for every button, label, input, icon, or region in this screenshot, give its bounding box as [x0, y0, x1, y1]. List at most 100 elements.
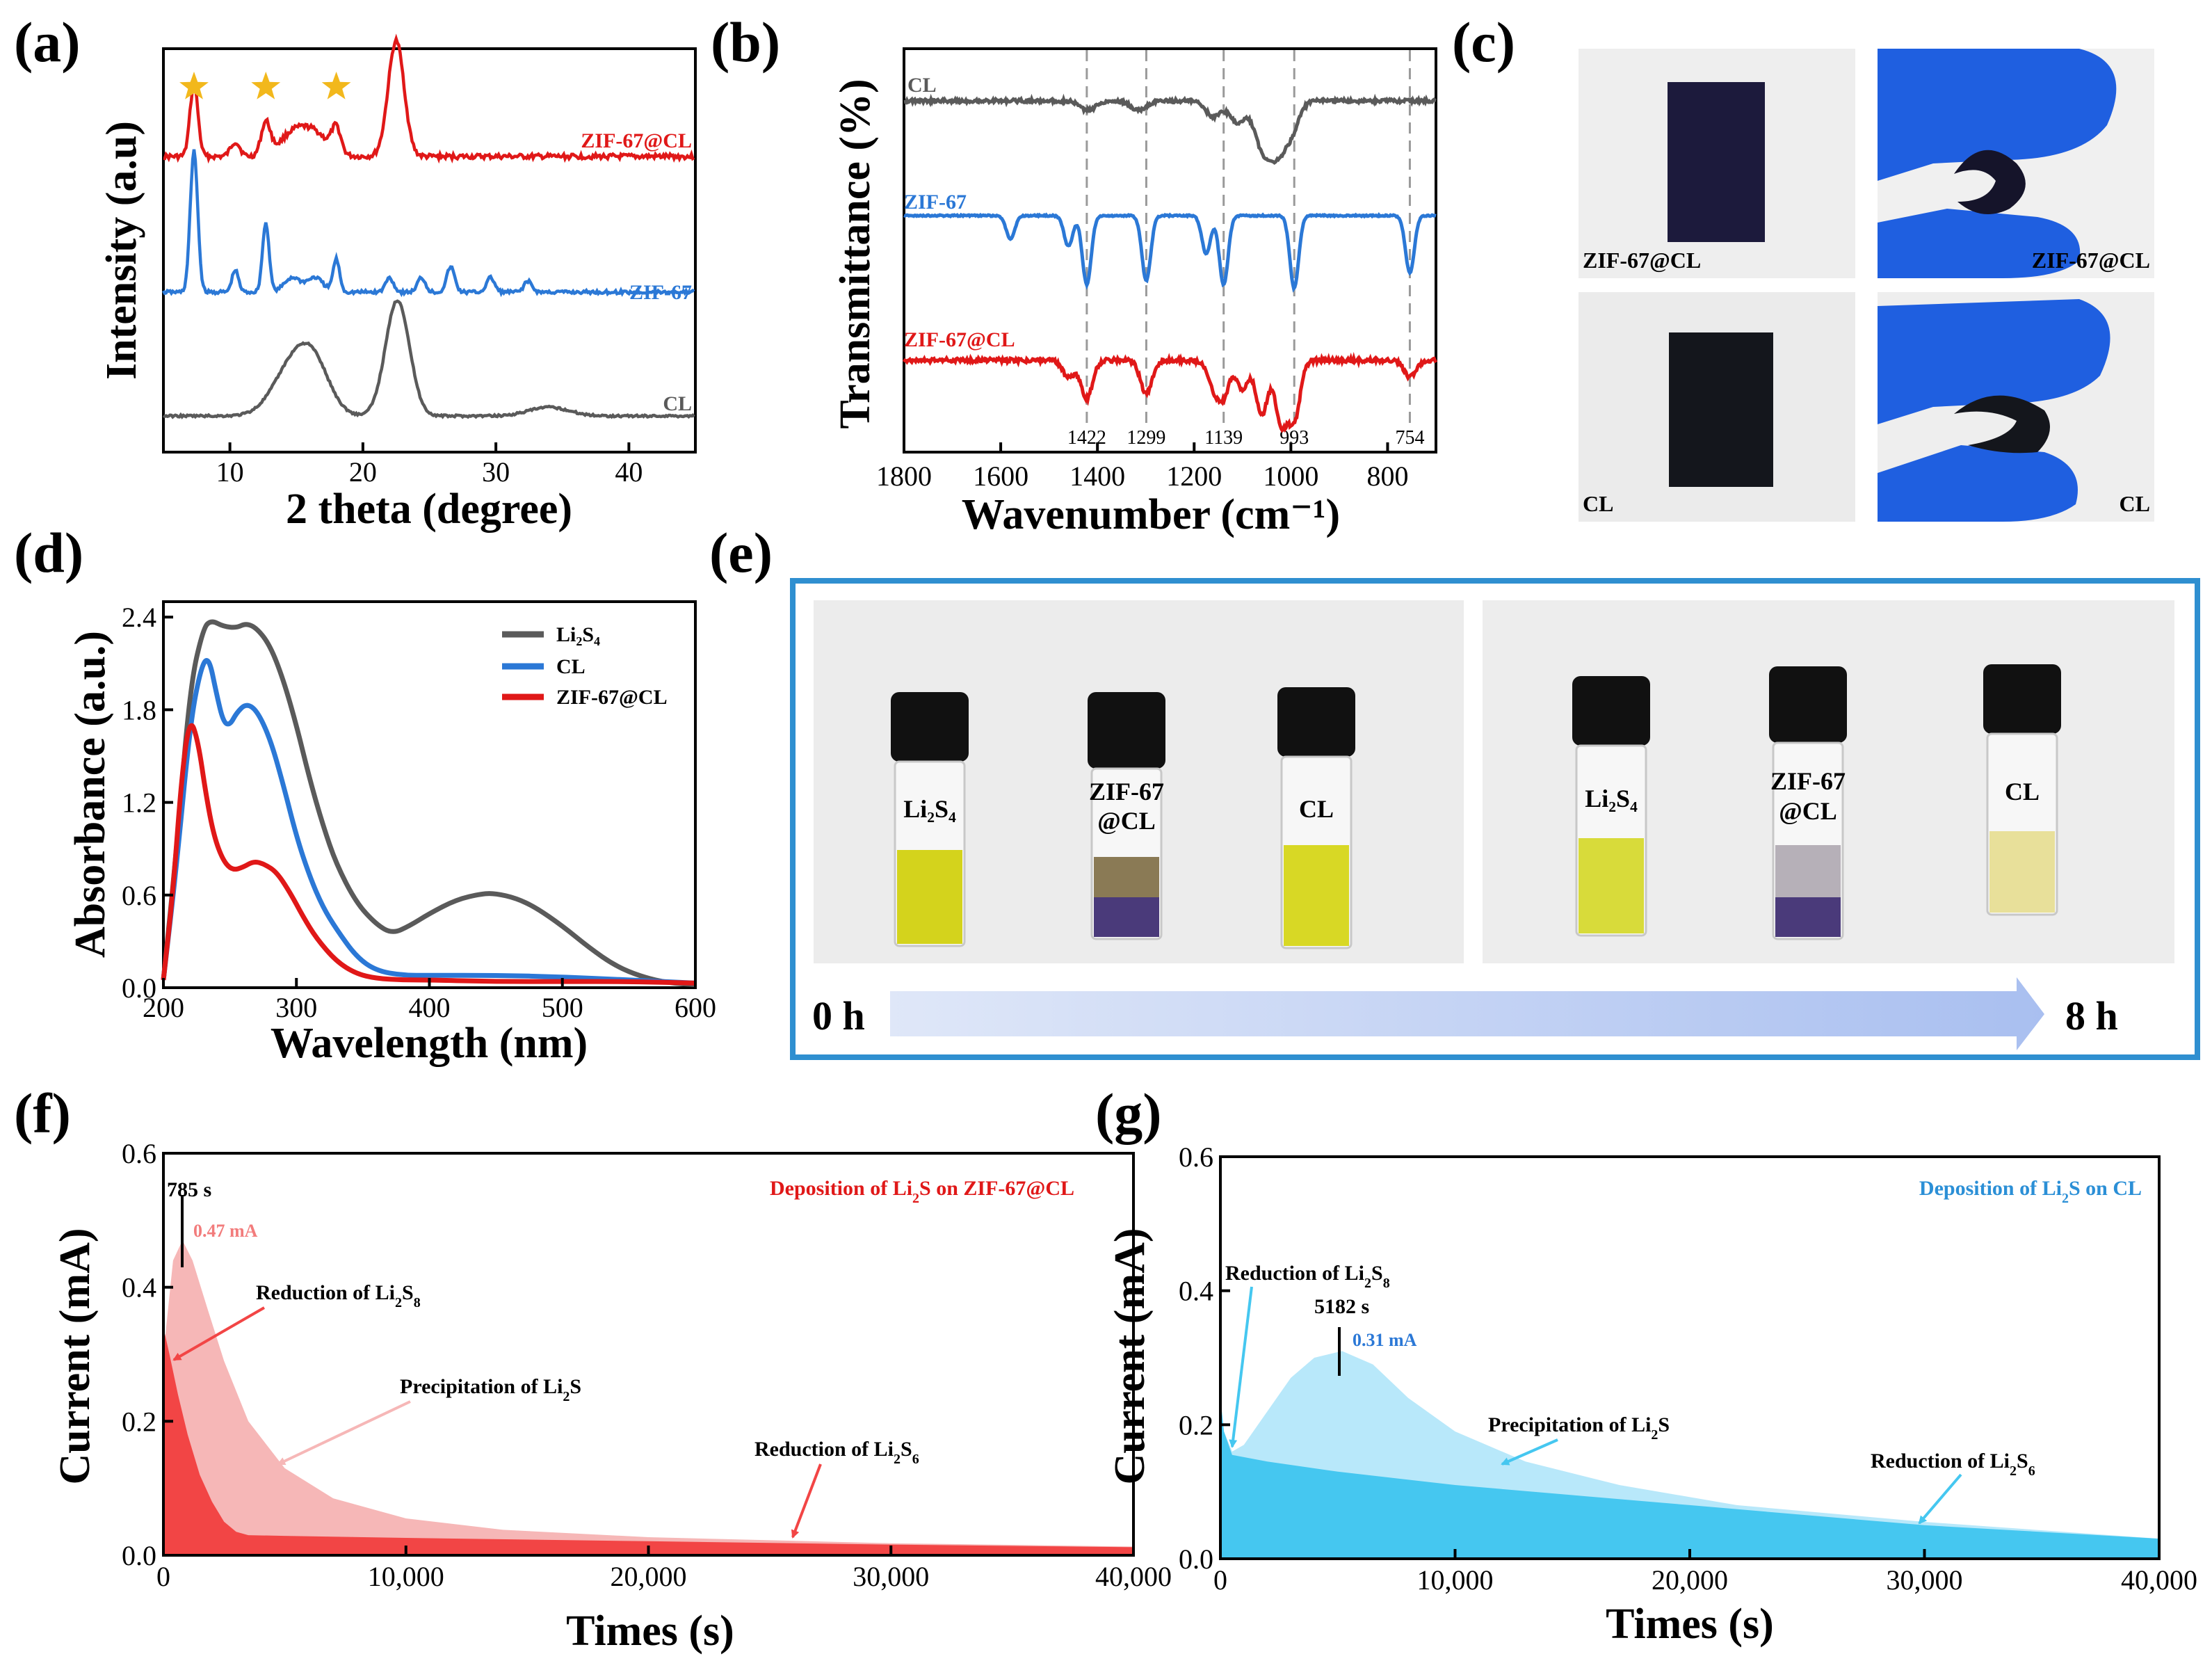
photo-label-zifcl-flat: ZIF-67@CL: [1583, 248, 1701, 273]
vial-label: Li₂S₄: [1585, 785, 1638, 812]
vial-label: @CL: [1779, 797, 1837, 825]
vial-label: @CL: [1097, 807, 1156, 835]
star-icon: [321, 72, 351, 99]
d-ytick-label: 0.0: [122, 972, 156, 1004]
xtick-label: 0: [1213, 1564, 1227, 1596]
panel-g-peak-current: 0.31 mA: [1353, 1330, 1417, 1350]
photo-label-cl-bent: CL: [2120, 491, 2150, 516]
panel-g-arrow-s6: [1918, 1473, 1962, 1525]
panel-f-arrow-s6: [791, 1463, 822, 1539]
panel-a-chart: 10 20 30 40 2 theta (degree) Intensity (a.u…: [98, 33, 697, 533]
panel-f-ylabel: Current (mA): [51, 1228, 99, 1484]
ytick-label: 0.6: [122, 1138, 156, 1169]
b-band-label: 754: [1395, 427, 1424, 449]
vial-label: CL: [1299, 795, 1334, 823]
d-xtick-label: 200: [143, 992, 184, 1023]
panel-g-xlabel: Times (s): [1606, 1600, 1774, 1648]
ytick-label: 0.6: [1179, 1141, 1213, 1173]
panel-f-peak-time: 785 s: [167, 1178, 211, 1201]
legend-label-zifcl: ZIF-67@CL: [556, 686, 668, 709]
time-end-label: 8 h: [2065, 993, 2118, 1038]
xtick-label: 40,000: [2121, 1564, 2197, 1596]
xrd-line-zif-67: [162, 149, 695, 298]
d-ytick-label: 1.8: [122, 694, 156, 725]
glove-bottom-zifcl: [1878, 209, 2081, 278]
b-xtick-label: 800: [1366, 460, 1408, 492]
panel-f-ann-precip: Precipitation of Li2S: [400, 1375, 581, 1404]
b-band-label: 1299: [1127, 427, 1165, 449]
ftir-line-cl: [903, 93, 1437, 166]
vial-cap: [1769, 666, 1847, 743]
xtick-label: 30,000: [853, 1561, 929, 1592]
b-xtick-label: 1600: [973, 460, 1028, 492]
panel-b-xlabel: Wavenumber (cm⁻¹): [962, 491, 1340, 538]
xrd-line-zif-67-cl: [163, 33, 695, 164]
time-arrow: [890, 977, 2044, 1050]
panel-f-peak-current: 0.47 mA: [193, 1221, 258, 1241]
legend-label-li2s4: Li₂S₄: [556, 623, 600, 646]
uv-line-2: [161, 723, 696, 986]
panel-b-ylabel: Transmittance (%): [832, 79, 879, 428]
panel-g-arrow-precip: [1501, 1438, 1558, 1466]
a-xtick-label: 10: [216, 456, 244, 488]
ftir-line-zif-67: [903, 212, 1437, 293]
panel-a-label-cl: CL: [663, 392, 692, 415]
panel-b-label-zifcl: ZIF-67@CL: [904, 328, 1015, 351]
vial-liquid: [1989, 831, 2055, 913]
vial-label: ZIF-67: [1089, 778, 1164, 805]
xtick-label: 40,000: [1095, 1561, 1172, 1592]
vial-label: Li₂S₄: [903, 795, 956, 823]
ftir-line-zif-67-cl: [902, 351, 1438, 433]
xtick-label: 0: [156, 1561, 170, 1592]
panel-a-xlabel: 2 theta (degree): [286, 486, 572, 533]
panel-g-ylabel: Current (mA): [1106, 1228, 1154, 1484]
sample-zifcl-bent: [1954, 150, 2026, 214]
legend-label-cl: CL: [556, 655, 586, 678]
vial-liquid: [897, 850, 962, 944]
b-band-label: 1139: [1204, 427, 1243, 449]
panel-g-title: Deposition of Li2S on CL: [1919, 1177, 2142, 1206]
ytick-label: 0.4: [1179, 1276, 1213, 1307]
panel-a-label-zif: ZIF-67: [629, 281, 692, 304]
a-xtick-label: 40: [615, 456, 643, 488]
panel-f-title: Deposition of Li2S on ZIF-67@CL: [770, 1177, 1074, 1206]
panel-label-d: (d): [14, 521, 83, 584]
ytick-label: 0.2: [1179, 1409, 1213, 1441]
panel-label-g: (g): [1095, 1082, 1162, 1145]
vial-cap: [1277, 687, 1355, 757]
panel-label-c: (c): [1452, 10, 1515, 74]
uv-line-1: [161, 657, 696, 986]
panel-label-b: (b): [711, 10, 780, 74]
a-xtick-label: 30: [482, 456, 510, 488]
vial-sediment: [1094, 897, 1159, 937]
uv-line-0: [161, 619, 696, 988]
panel-f-ann-reduction-s6: Reduction of Li2S6: [754, 1438, 919, 1467]
vial-liquid: [1579, 838, 1644, 933]
sample-cl-bent: [1954, 395, 2050, 454]
panel-g-ann-reduction-s8: Reduction of Li2S8: [1225, 1262, 1390, 1291]
vial-label: CL: [2005, 778, 2040, 805]
area-total: [163, 1240, 1133, 1555]
vial-sediment: [1775, 897, 1841, 937]
time-start-label: 0 h: [812, 993, 865, 1038]
d-xtick-label: 600: [675, 992, 716, 1023]
ytick-label: 0.0: [122, 1540, 156, 1571]
panel-d-chart: 200 300 400 500 600 0.0 0.6 1.2 1.8 2.4 Wavelengt…: [67, 600, 716, 1067]
panel-d-ylabel: Absorbance (a.u.): [67, 631, 114, 958]
xtick-label: 20,000: [1652, 1564, 1728, 1596]
panel-a-ylabel: Intensity (a.u): [98, 121, 145, 380]
panel-g-ann-precip: Precipitation of Li2S: [1488, 1413, 1670, 1443]
xtick-label: 30,000: [1887, 1564, 1963, 1596]
panel-g-ann-reduction-s6: Reduction of Li2S6: [1871, 1450, 2035, 1479]
vial-liquid: [1284, 845, 1349, 946]
d-ytick-label: 2.4: [122, 602, 156, 633]
panel-c-photos: ZIF-67@CL ZIF-67@CL CL CL: [1579, 49, 2154, 522]
panel-g-peak-time: 5182 s: [1314, 1295, 1369, 1318]
d-xtick-label: 300: [275, 992, 317, 1023]
panel-f-arrow-precip: [277, 1400, 411, 1466]
panel-a-frame: [162, 47, 697, 454]
panel-b-label-cl: CL: [907, 74, 937, 97]
d-ytick-label: 0.6: [122, 880, 156, 911]
